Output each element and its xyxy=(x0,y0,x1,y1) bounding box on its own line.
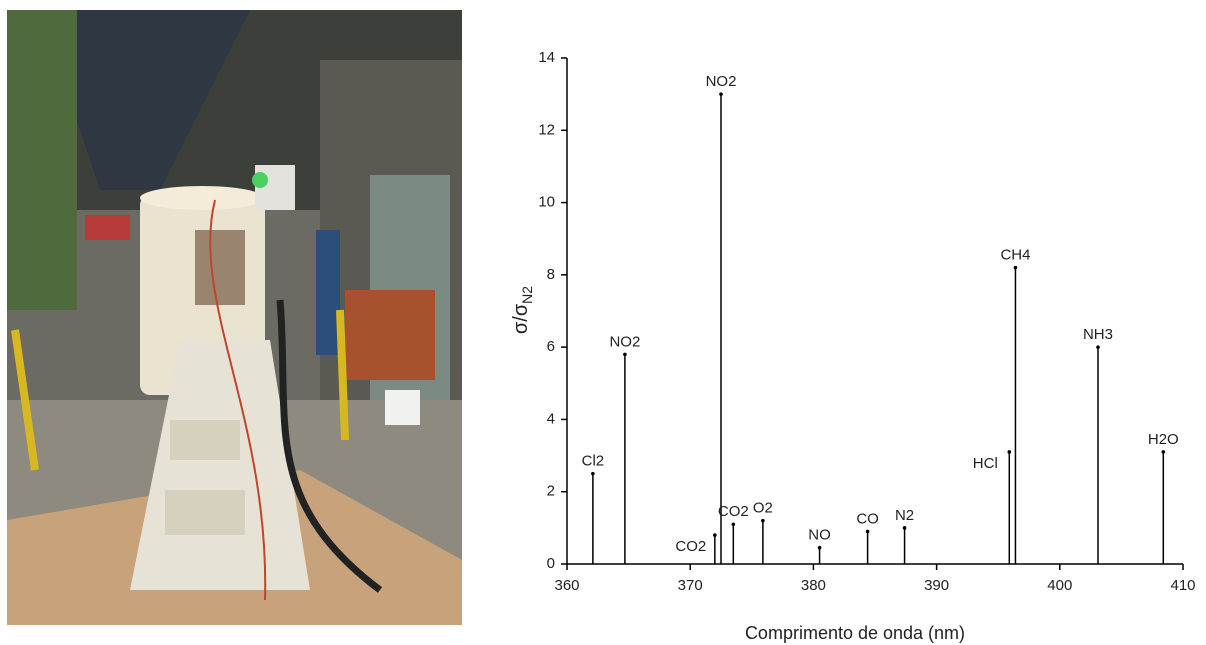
chart: Comprimento de onda (nm) σ/σN2 024681012… xyxy=(510,49,1195,643)
peak-label: NO xyxy=(808,527,831,544)
peak-label: NO2 xyxy=(609,333,640,350)
stem-tip xyxy=(761,518,765,523)
x-tick-label: 390 xyxy=(924,577,949,594)
y-tick-label: 14 xyxy=(538,49,555,66)
peak-label: HCl xyxy=(973,455,998,472)
stem-tip xyxy=(713,533,717,537)
stem-tip xyxy=(1161,450,1166,454)
stem-tip xyxy=(731,522,736,527)
peak-label: N2 xyxy=(895,507,914,524)
y-tick-label: 10 xyxy=(538,194,555,211)
y-tick-label: 8 xyxy=(547,266,555,283)
peak-label: CO2 xyxy=(718,503,749,520)
stem-tip xyxy=(1096,345,1100,349)
y-axis-label-sub: N2 xyxy=(519,286,535,304)
y-tick-label: 4 xyxy=(547,410,555,427)
peak-label: CH4 xyxy=(1000,247,1030,264)
x-tick-label: 380 xyxy=(801,577,826,594)
peak-label: CO2 xyxy=(675,538,706,555)
peak-label: NH3 xyxy=(1083,326,1113,343)
stem-tip xyxy=(817,545,822,550)
photo xyxy=(7,10,462,625)
x-tick-label: 400 xyxy=(1047,577,1072,594)
peak-label: H2O xyxy=(1148,431,1179,448)
x-tick-label: 410 xyxy=(1170,577,1195,594)
stem-tip xyxy=(865,529,870,534)
y-tick-label: 12 xyxy=(538,121,555,138)
y-tick-label: 6 xyxy=(547,338,555,355)
stem-tip xyxy=(591,471,595,476)
stem-tip xyxy=(1013,265,1018,270)
stem-tip xyxy=(902,526,907,530)
peak-label: Cl2 xyxy=(582,453,605,470)
y-axis-label: σ/σN2 xyxy=(510,286,534,334)
y-tick-label: 0 xyxy=(547,555,555,572)
peak-label: CO xyxy=(856,510,879,527)
stem-tip xyxy=(1007,450,1012,454)
y-tick-label: 2 xyxy=(547,483,555,500)
x-tick-label: 370 xyxy=(678,577,703,594)
x-tick-label: 360 xyxy=(554,577,579,594)
peak-label: NO2 xyxy=(706,73,737,90)
x-axis-label: Comprimento de onda (nm) xyxy=(745,623,965,643)
y-axis-label-main: σ/σ xyxy=(510,303,532,334)
stem-tip xyxy=(623,352,627,357)
peak-label: O2 xyxy=(753,500,773,517)
stem-tip xyxy=(719,92,723,96)
